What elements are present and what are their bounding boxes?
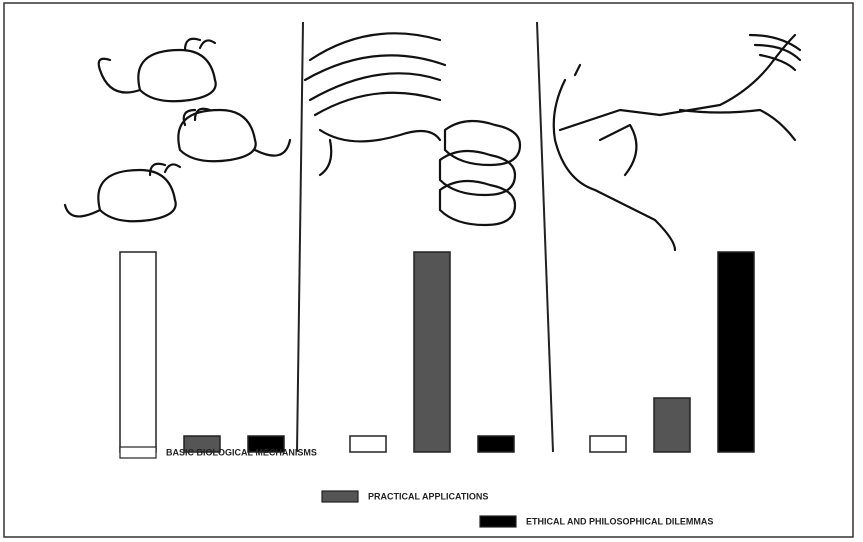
bar (350, 436, 386, 452)
bar (590, 436, 626, 452)
legend-swatch (322, 491, 358, 502)
bar (478, 436, 514, 452)
legend-label: BASIC BIOLOGICAL MECHANISMS (166, 447, 317, 457)
bar (718, 252, 754, 452)
bar (120, 252, 156, 452)
legend-label: PRACTICAL APPLICATIONS (368, 491, 488, 501)
bar (414, 252, 450, 452)
legend-label: ETHICAL AND PHILOSOPHICAL DILEMMAS (526, 516, 713, 526)
chart: BASIC BIOLOGICAL MECHANISMS PRACTICAL APP… (0, 0, 863, 542)
legend-swatch (480, 516, 516, 527)
bar (654, 398, 690, 452)
legend-swatch (120, 447, 156, 458)
